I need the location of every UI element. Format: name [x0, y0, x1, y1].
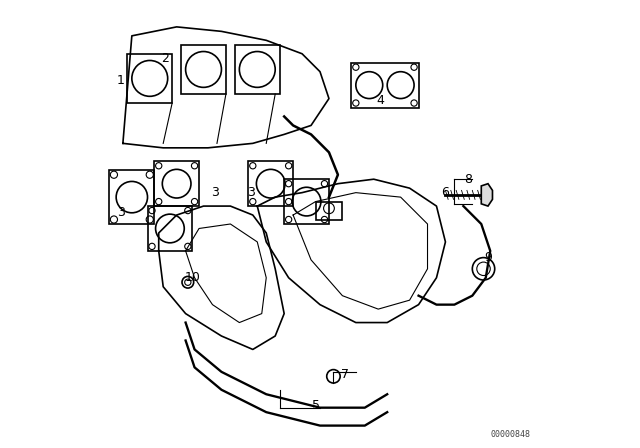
Text: 9: 9 — [484, 251, 492, 264]
Text: 10: 10 — [184, 271, 200, 284]
Text: 1: 1 — [116, 74, 125, 87]
Text: 3: 3 — [246, 186, 255, 199]
Text: 7: 7 — [340, 367, 349, 381]
Text: 3: 3 — [116, 206, 125, 220]
Text: 2: 2 — [161, 52, 170, 65]
Polygon shape — [481, 184, 493, 206]
Text: 00000848: 00000848 — [491, 430, 531, 439]
Text: 6: 6 — [442, 186, 449, 199]
Text: 5: 5 — [312, 399, 319, 412]
Text: 3: 3 — [211, 186, 219, 199]
Text: 4: 4 — [376, 94, 385, 108]
Text: 8: 8 — [464, 172, 472, 186]
